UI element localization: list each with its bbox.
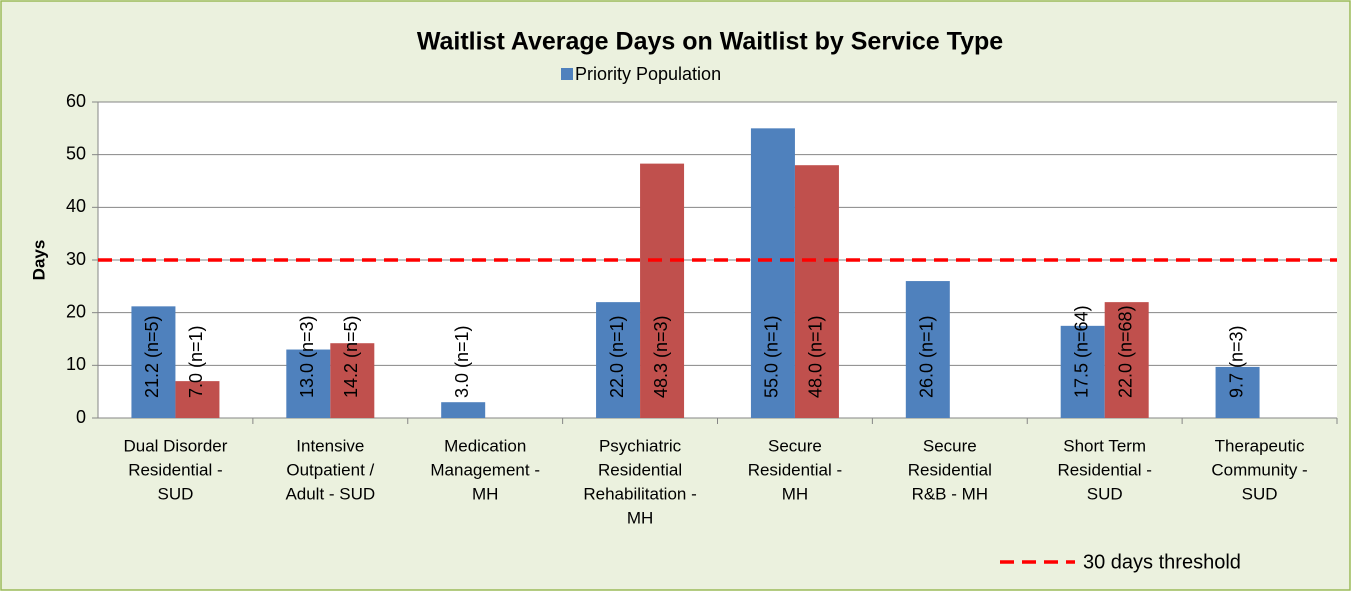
y-axis-title: Days bbox=[29, 240, 48, 281]
x-tick-label: MH bbox=[627, 508, 653, 527]
x-tick-label: Secure bbox=[768, 436, 822, 455]
data-label: 13.0 (n=3) bbox=[297, 315, 317, 398]
data-label: 14.2 (n=5) bbox=[341, 315, 361, 398]
x-tick-label: Rehabilitation - bbox=[583, 484, 696, 503]
x-tick-label: Secure bbox=[923, 436, 977, 455]
chart-title: Waitlist Average Days on Waitlist by Ser… bbox=[417, 28, 1003, 56]
y-tick-label: 40 bbox=[66, 196, 86, 216]
x-tick-label: Short Term bbox=[1063, 436, 1146, 455]
bar bbox=[596, 302, 641, 418]
data-label: 21.2 (n=5) bbox=[142, 315, 162, 398]
bar bbox=[1215, 366, 1260, 418]
x-tick-label: Residential - bbox=[748, 460, 843, 479]
data-label: 48.3 (n=3) bbox=[651, 315, 671, 398]
x-tick-label: Adult - SUD bbox=[285, 484, 375, 503]
x-tick-label: Management - bbox=[430, 460, 540, 479]
bar bbox=[175, 381, 220, 418]
data-label: 7.0 (n=1) bbox=[186, 325, 206, 398]
x-tick-label: Residential - bbox=[128, 460, 223, 479]
x-tick-label: Residential bbox=[908, 460, 992, 479]
bar bbox=[640, 163, 685, 418]
x-tick-label: Intensive bbox=[296, 436, 364, 455]
bar bbox=[750, 128, 795, 419]
x-tick-label: SUD bbox=[1242, 484, 1278, 503]
legend-swatch bbox=[561, 68, 573, 80]
x-tick-label: Residential - bbox=[1057, 460, 1152, 479]
data-label: 3.0 (n=1) bbox=[452, 325, 472, 398]
data-label: 48.0 (n=1) bbox=[806, 315, 826, 398]
bar bbox=[330, 343, 375, 418]
y-tick-label: 20 bbox=[66, 301, 86, 321]
y-tick-label: 0 bbox=[76, 407, 86, 427]
legend-label: Priority Population bbox=[575, 64, 721, 84]
x-tick-label: Community - bbox=[1211, 460, 1307, 479]
x-tick-label: SUD bbox=[1087, 484, 1123, 503]
y-tick-label: 30 bbox=[66, 249, 86, 269]
bar bbox=[131, 306, 176, 418]
x-tick-label: SUD bbox=[157, 484, 193, 503]
x-tick-label: Dual Disorder bbox=[123, 436, 227, 455]
threshold-legend-label: 30 days threshold bbox=[1083, 551, 1241, 573]
bar bbox=[286, 349, 331, 418]
bar bbox=[905, 281, 950, 418]
data-label: 26.0 (n=1) bbox=[917, 315, 937, 398]
bar bbox=[794, 165, 839, 418]
data-label: 17.5 (n=64) bbox=[1071, 305, 1091, 398]
x-tick-label: MH bbox=[472, 484, 498, 503]
x-tick-label: Therapeutic bbox=[1215, 436, 1305, 455]
y-tick-label: 50 bbox=[66, 143, 86, 163]
data-label: 55.0 (n=1) bbox=[762, 315, 782, 398]
bar bbox=[441, 402, 486, 418]
x-tick-label: R&B - MH bbox=[912, 484, 989, 503]
bar bbox=[1104, 302, 1149, 418]
x-tick-label: MH bbox=[782, 484, 808, 503]
x-tick-label: Medication bbox=[444, 436, 526, 455]
x-tick-label: Residential bbox=[598, 460, 682, 479]
x-tick-label: Psychiatric bbox=[599, 436, 682, 455]
x-tick-label: Outpatient / bbox=[286, 460, 374, 479]
y-tick-label: 10 bbox=[66, 354, 86, 374]
data-label: 9.7 (n=3) bbox=[1226, 325, 1246, 398]
bar bbox=[1060, 325, 1105, 418]
data-label: 22.0 (n=68) bbox=[1115, 305, 1135, 398]
data-label: 22.0 (n=1) bbox=[607, 315, 627, 398]
y-tick-label: 60 bbox=[66, 91, 86, 111]
